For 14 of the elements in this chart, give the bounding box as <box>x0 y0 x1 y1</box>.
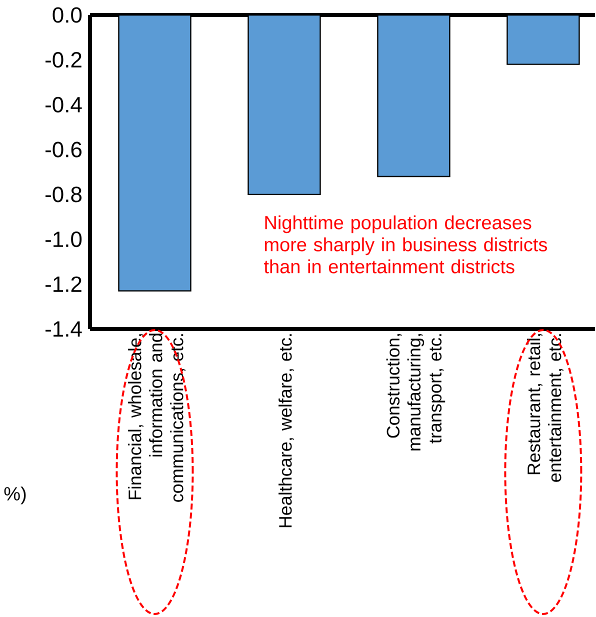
y-tick-label: -1.2 <box>46 276 82 292</box>
y-tick-label: -1.0 <box>46 231 82 248</box>
x-tick-label: Healthcare, welfare, etc. <box>278 334 294 528</box>
x-tick-label: Restaurant, retail, entertainment, etc. <box>527 334 564 482</box>
y-tick-label: -0.6 <box>46 142 82 158</box>
y-tick-label: -0.4 <box>46 96 82 112</box>
annotation: Nighttime population decreases more sharply in business districts than in entertainment districts <box>264 215 548 274</box>
x-tick-label: Financial, wholesale, information and communications, etc. <box>128 334 186 502</box>
y-tick-label: -1.4 <box>46 321 82 337</box>
y-tick-label: -0.8 <box>46 186 82 202</box>
y-tick-label: -0.2 <box>46 52 82 68</box>
x-tick-label: Construction, manufacturing, transport, etc. <box>386 334 446 450</box>
y-tick-label: 0.0 <box>52 7 82 23</box>
text: %) <box>4 486 26 504</box>
